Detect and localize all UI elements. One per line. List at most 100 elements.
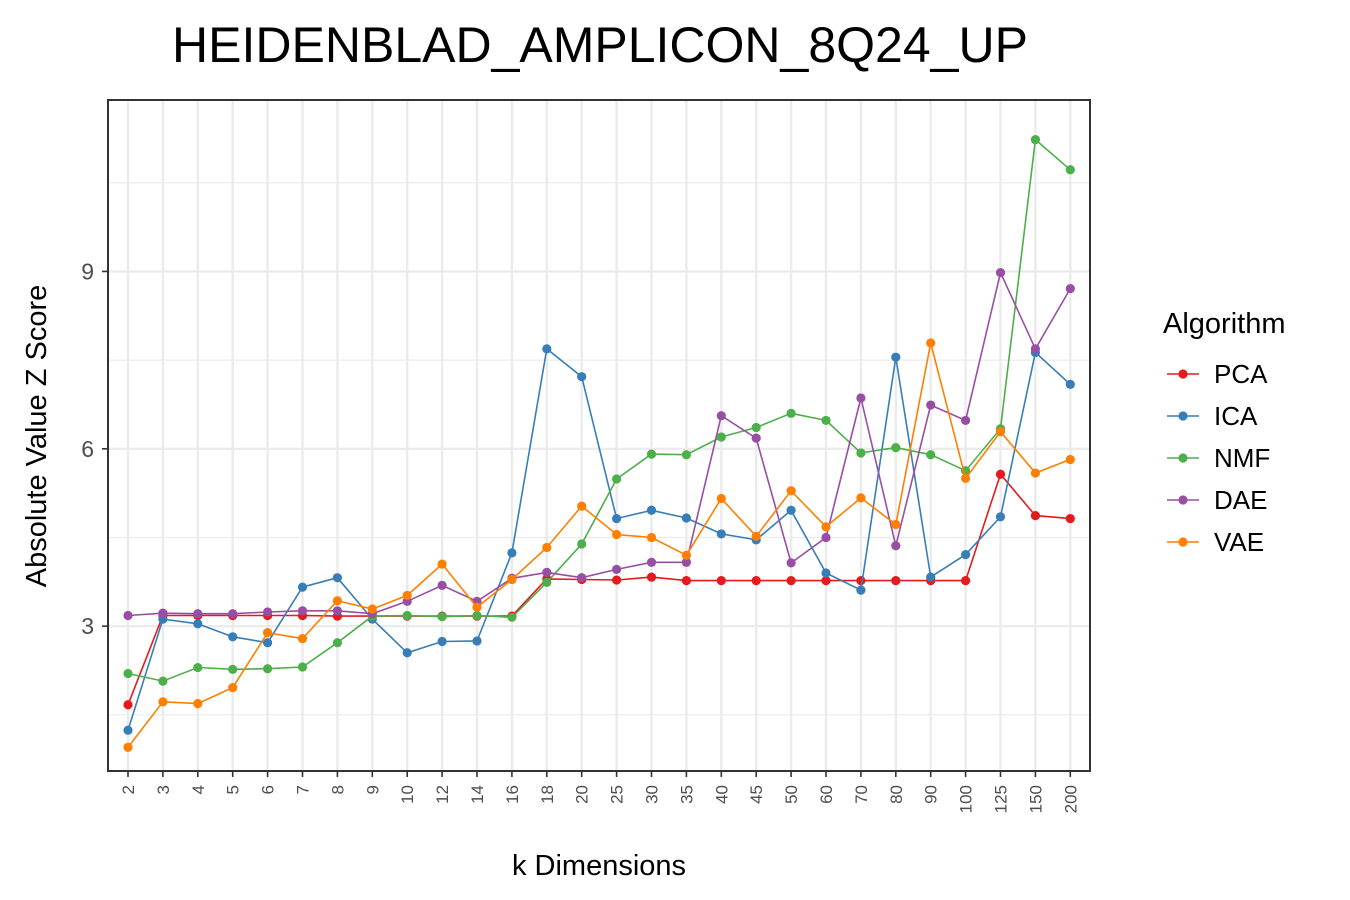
y-tick-label: 3 xyxy=(81,613,94,639)
data-point xyxy=(332,573,342,583)
data-point xyxy=(681,450,692,460)
x-tick-label: 6 xyxy=(259,785,278,794)
data-point xyxy=(786,558,796,568)
data-point xyxy=(193,619,203,629)
data-point xyxy=(367,604,377,614)
data-point xyxy=(751,576,761,586)
x-tick-label: 50 xyxy=(782,785,801,804)
legend-key-point xyxy=(1178,369,1188,379)
y-axis: 3 6 9 xyxy=(81,258,108,639)
data-point xyxy=(577,573,587,583)
data-point xyxy=(1030,135,1040,145)
data-point xyxy=(716,432,726,442)
data-point xyxy=(961,415,971,426)
data-point xyxy=(821,576,831,586)
data-point xyxy=(1065,513,1075,524)
data-point xyxy=(542,567,552,577)
data-point xyxy=(437,612,447,622)
data-point xyxy=(228,632,238,642)
data-point xyxy=(926,572,936,582)
series-line xyxy=(127,347,1071,731)
legend-key-point xyxy=(1178,537,1188,547)
legend-item-vae: VAE xyxy=(1167,527,1264,557)
data-point xyxy=(786,505,796,515)
data-point xyxy=(542,577,552,588)
data-point xyxy=(612,474,622,484)
chart-title: HEIDENBLAD_AMPLICON_8Q24_UP xyxy=(172,17,1028,73)
data-point xyxy=(751,422,761,433)
data-point xyxy=(123,668,133,679)
data-point xyxy=(507,574,517,585)
data-point xyxy=(1065,283,1075,294)
x-tick-label: 16 xyxy=(503,785,522,804)
series-vae xyxy=(123,338,1075,752)
panel-border xyxy=(107,99,1091,772)
x-tick-label: 200 xyxy=(1061,785,1080,813)
y-tick-label: 9 xyxy=(81,258,94,284)
x-tick-label: 100 xyxy=(957,785,976,813)
data-point xyxy=(1030,468,1040,478)
data-point xyxy=(961,550,971,560)
data-point xyxy=(263,607,273,617)
legend-key-point xyxy=(1178,495,1188,505)
legend-label: NMF xyxy=(1214,443,1270,473)
x-tick-label: 2 xyxy=(119,785,138,794)
data-point xyxy=(228,683,238,693)
data-point xyxy=(542,344,552,354)
y-axis-title: Absolute Value Z Score xyxy=(21,285,53,588)
x-tick-label: 7 xyxy=(294,785,313,794)
x-tick-label: 40 xyxy=(712,785,731,804)
data-point xyxy=(1030,511,1040,521)
data-point xyxy=(402,610,412,621)
x-tick-label: 8 xyxy=(328,785,347,794)
data-point xyxy=(193,699,203,709)
x-tick-label: 30 xyxy=(643,785,662,804)
data-point xyxy=(297,606,308,616)
series-line xyxy=(127,270,1071,617)
data-point xyxy=(612,564,622,575)
data-point xyxy=(821,522,831,532)
data-point xyxy=(332,606,342,616)
legend: Algorithm PCA ICA NMF DAE VAE xyxy=(1163,308,1286,557)
data-point xyxy=(856,448,866,458)
data-point xyxy=(926,450,936,460)
x-axis-title: k Dimensions xyxy=(512,850,686,882)
data-point xyxy=(821,415,831,426)
series-pca xyxy=(123,469,1075,710)
x-tick-label: 12 xyxy=(433,785,452,804)
data-point xyxy=(263,638,273,648)
series-line xyxy=(127,138,1071,682)
data-point xyxy=(297,633,308,644)
data-point xyxy=(856,393,866,403)
series-nmf xyxy=(123,135,1075,686)
data-point xyxy=(263,664,273,674)
data-point xyxy=(472,602,482,612)
x-tick-label: 3 xyxy=(154,785,173,794)
data-point xyxy=(821,532,831,543)
legend-key-point xyxy=(1178,411,1188,421)
data-point xyxy=(263,628,273,638)
data-point xyxy=(1065,379,1075,389)
x-tick-label: 5 xyxy=(224,785,243,794)
data-point xyxy=(542,542,552,553)
data-point xyxy=(786,408,796,418)
data-point xyxy=(961,576,971,586)
data-point xyxy=(123,742,133,752)
data-point xyxy=(472,610,482,621)
data-point xyxy=(437,559,447,569)
data-point xyxy=(891,576,901,586)
x-tick-label: 25 xyxy=(608,785,627,804)
x-tick-label: 10 xyxy=(398,785,417,804)
data-point xyxy=(681,513,692,523)
x-tick-label: 14 xyxy=(468,785,487,804)
data-point xyxy=(158,697,168,707)
x-axis: 2 3 4 5 6 7 8 9 10 12 14 16 18 20 25 30 35 40 45 50 60 70 80 90… xyxy=(119,771,1080,813)
x-tick-label: 45 xyxy=(747,785,766,804)
data-point xyxy=(716,529,726,539)
data-point xyxy=(681,550,692,560)
data-point xyxy=(228,609,238,619)
data-point xyxy=(856,585,866,595)
data-point xyxy=(507,548,517,558)
legend-label: PCA xyxy=(1214,359,1268,389)
